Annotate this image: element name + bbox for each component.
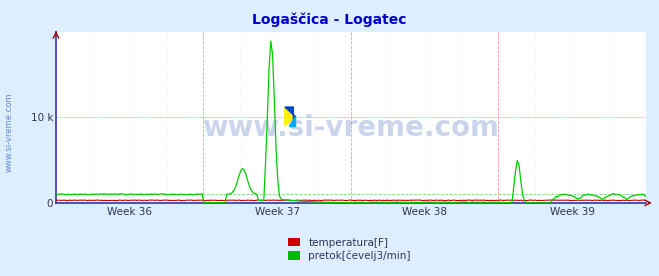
Polygon shape — [285, 107, 295, 126]
Legend: temperatura[F], pretok[čevelj3/min]: temperatura[F], pretok[čevelj3/min] — [287, 238, 411, 261]
Text: www.si-vreme.com: www.si-vreme.com — [202, 113, 500, 142]
Polygon shape — [285, 107, 295, 126]
Text: www.si-vreme.com: www.si-vreme.com — [5, 93, 14, 172]
Text: Logaščica - Logatec: Logaščica - Logatec — [252, 12, 407, 27]
Polygon shape — [289, 116, 295, 126]
